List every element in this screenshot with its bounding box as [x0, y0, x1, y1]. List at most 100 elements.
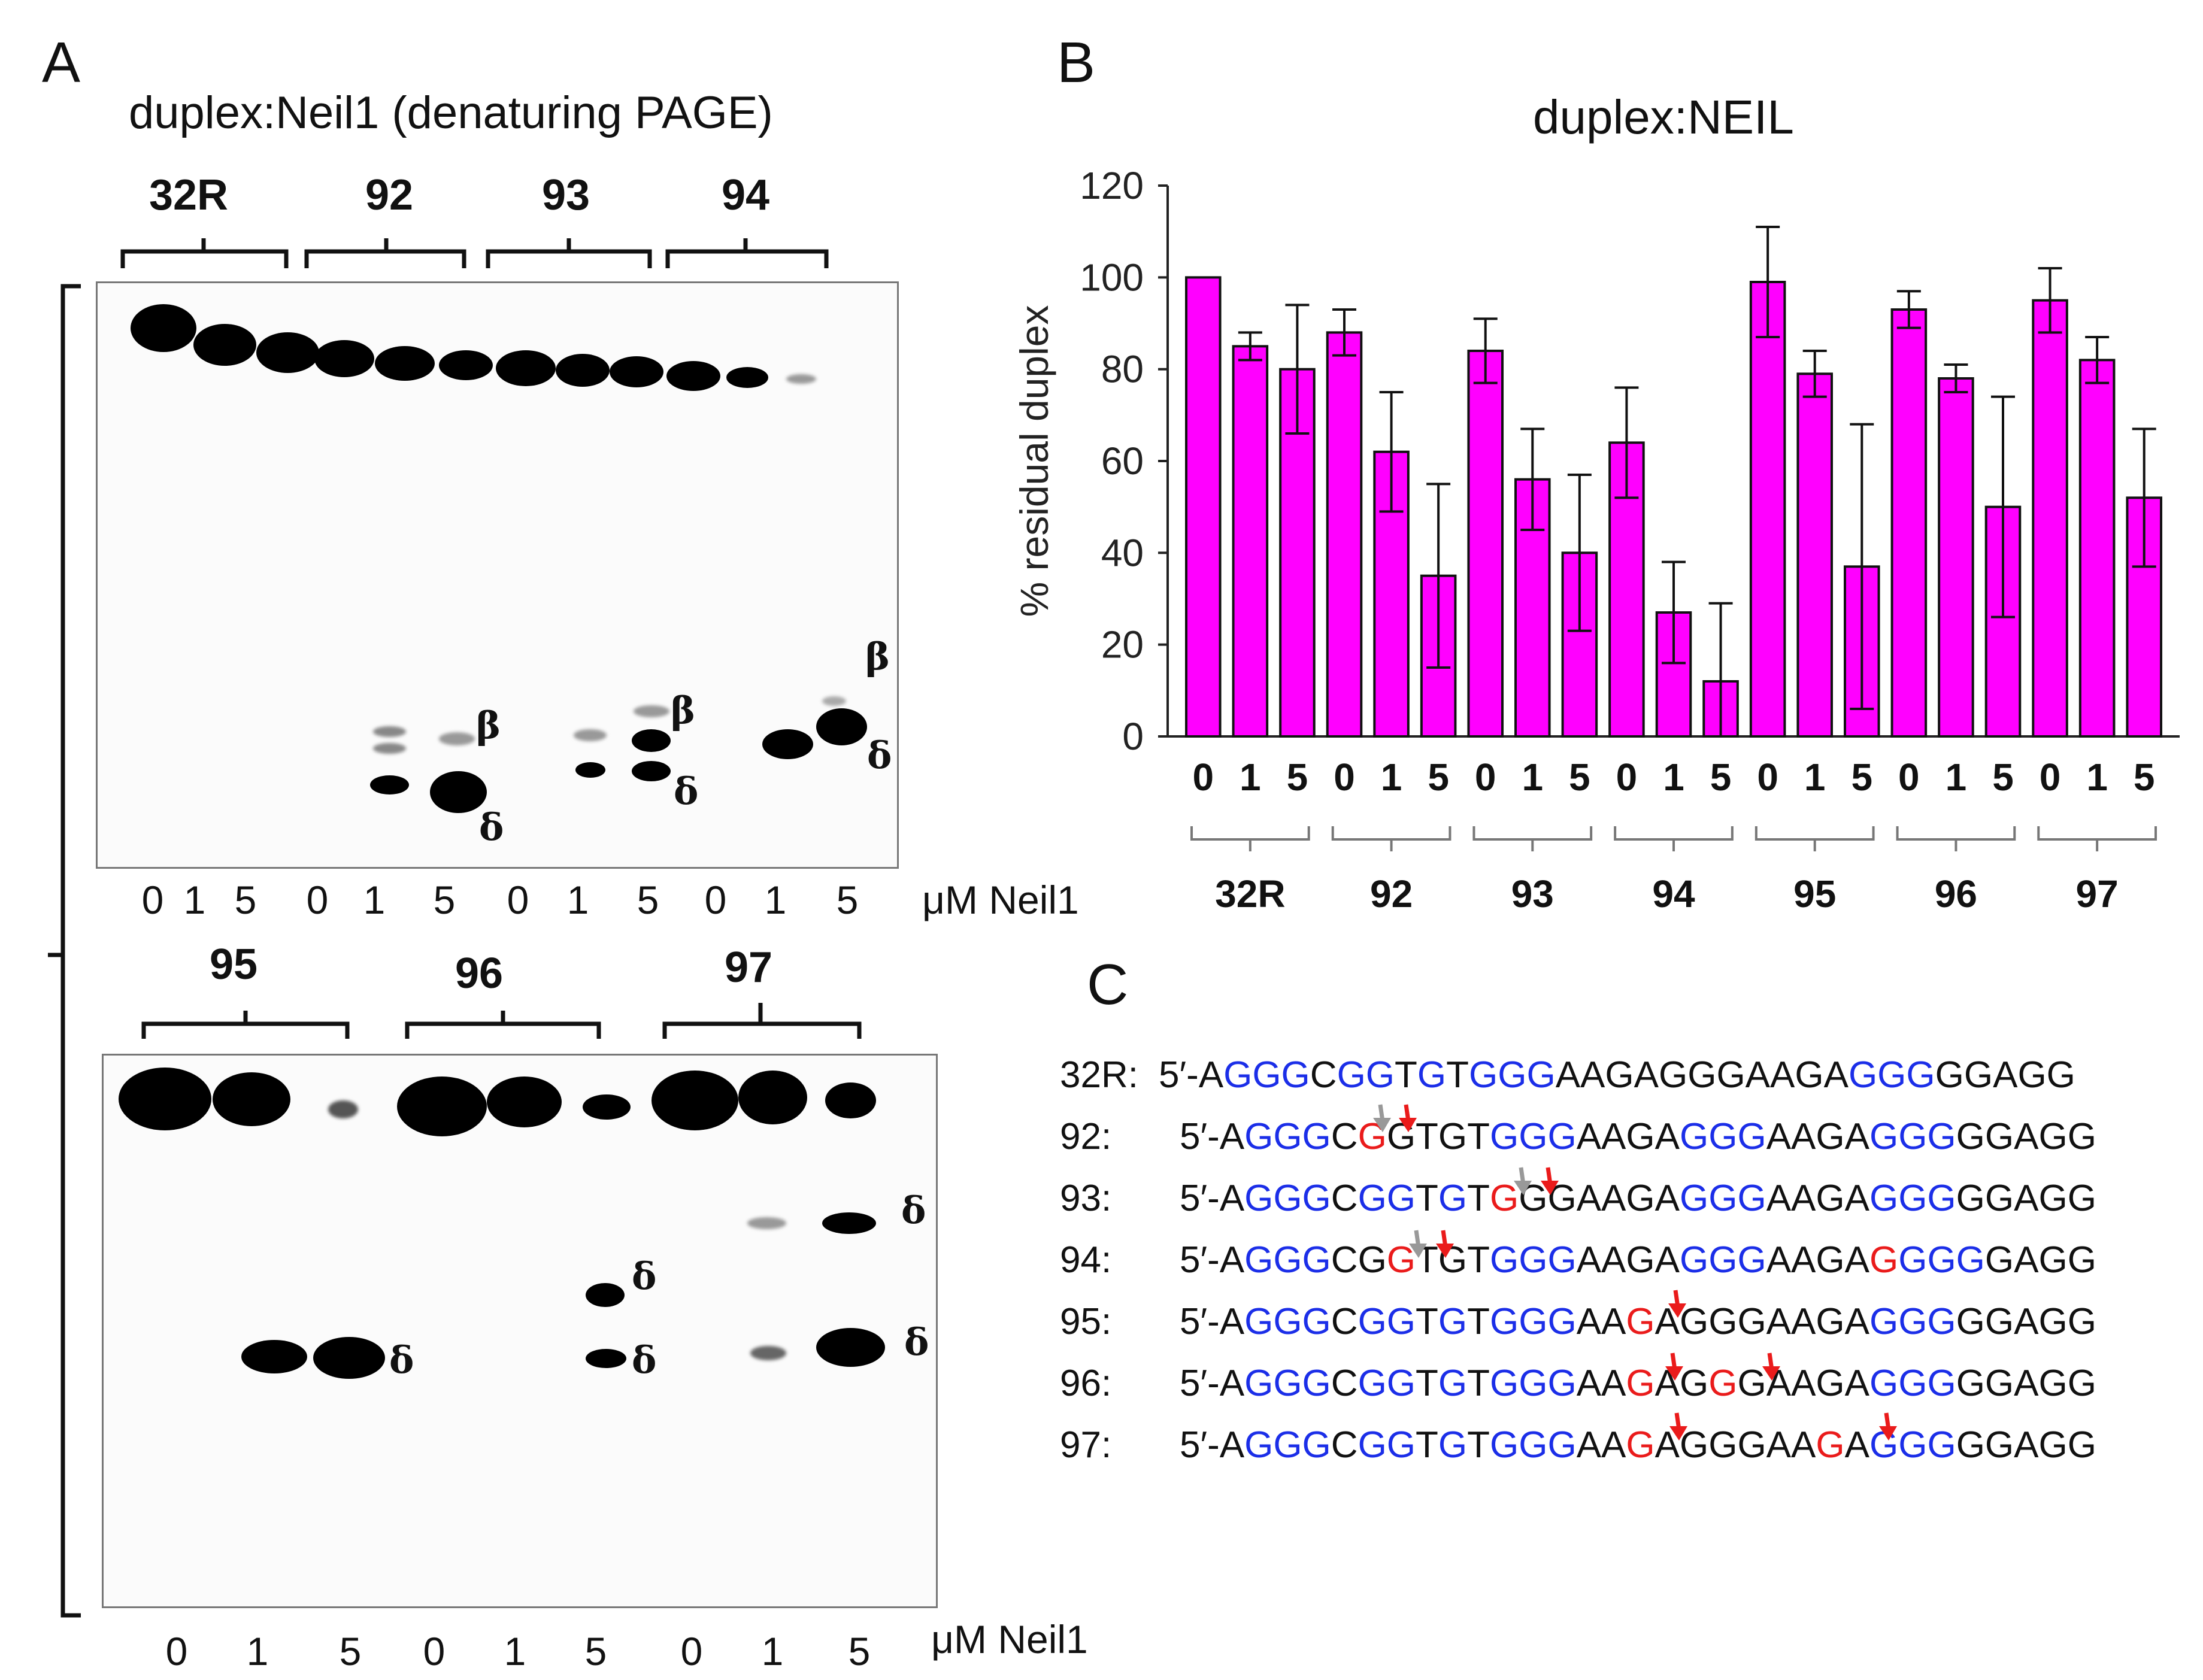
- gel-band: [586, 1349, 626, 1368]
- gel-band: [574, 729, 607, 741]
- base-run: T: [1416, 1363, 1438, 1404]
- g-run: GGG: [1869, 1301, 1956, 1342]
- x-tick-label: 0: [1334, 756, 1355, 799]
- base-run: C: [1331, 1301, 1358, 1342]
- g-run: GGG: [1244, 1116, 1331, 1157]
- base-run: 5′-A: [1180, 1301, 1245, 1342]
- band-label-delta: δ: [479, 805, 504, 849]
- lane-label: 0: [680, 1629, 703, 1673]
- panel-c-letter: C: [1087, 953, 1129, 1017]
- x-tick-label: 0: [1475, 756, 1496, 799]
- band-label-beta: β: [671, 689, 696, 732]
- lane-label: 1: [246, 1629, 269, 1673]
- base-run: GGAGG: [1935, 1054, 2075, 1096]
- base-run: 5′-A: [1180, 1178, 1245, 1219]
- x-tick-label: 5: [1851, 756, 1872, 799]
- bracket-97: [662, 1003, 862, 1039]
- lesion-base: G: [1626, 1424, 1655, 1466]
- cleavage-arrow-red: [1879, 1412, 1897, 1441]
- gel-band: [119, 1068, 211, 1130]
- band-label-beta: β: [476, 703, 501, 747]
- bar: [1890, 308, 1928, 738]
- lane-label: 1: [566, 878, 589, 922]
- y-tick-label: 60: [1101, 439, 1144, 483]
- gel-band: [762, 729, 813, 759]
- x-tick-label: 0: [1898, 756, 1920, 799]
- gel-band: [439, 732, 475, 745]
- bar: [1608, 441, 1645, 738]
- lane-label: 1: [183, 878, 206, 922]
- group-bracket: [1896, 826, 2016, 851]
- g-run: GGG: [1490, 1116, 1577, 1157]
- x-tick-label: 5: [1287, 756, 1308, 799]
- base-run: GGAGG: [1956, 1301, 2096, 1342]
- lesion-base: G: [1816, 1424, 1845, 1466]
- cleavage-arrow-gray: [1409, 1230, 1427, 1258]
- band-label-delta: δ: [389, 1338, 414, 1382]
- g-run: GGG: [1898, 1239, 1985, 1281]
- g-run: GGG: [1490, 1301, 1577, 1342]
- sequence-text: 5′-AGGGCGGTGTGGGAAGAGGGAAGAGGGGGAGG: [1180, 1177, 2096, 1220]
- gel-band: [738, 1071, 807, 1124]
- y-tick-label: 80: [1101, 348, 1144, 391]
- base-run: AA: [1576, 1424, 1626, 1466]
- group-label: 96: [1935, 872, 1977, 915]
- y-tick-label: 120: [1080, 164, 1144, 207]
- cleavage-arrow-red: [1665, 1353, 1683, 1381]
- sequence-name: 94:: [1060, 1239, 1112, 1281]
- base-run: C: [1331, 1424, 1358, 1466]
- cleavage-arrow-red: [1436, 1230, 1454, 1258]
- g-run: GGG: [1244, 1424, 1331, 1466]
- bar: [1938, 377, 1974, 738]
- x-tick-label: 0: [1757, 756, 1778, 799]
- gel-band: [370, 775, 409, 794]
- band-label-delta: δ: [901, 1188, 926, 1232]
- x-tick-label: 5: [1428, 756, 1449, 799]
- lane-label: 0: [423, 1629, 446, 1673]
- gel-bottom-sample-label: 97: [724, 944, 773, 991]
- unit-label-bottom: μM Neil1: [931, 1617, 1088, 1661]
- gel-band: [747, 1217, 786, 1229]
- gel-top-sample-label: 92: [365, 171, 414, 219]
- x-tick-label: 5: [1569, 756, 1590, 799]
- base-run: C: [1331, 1178, 1358, 1219]
- base-run: AAGAGGGAAGA: [1555, 1054, 1849, 1096]
- bracket-94: [665, 238, 829, 268]
- g-run: GGG: [1848, 1054, 1935, 1096]
- gel-band: [313, 1337, 385, 1379]
- lane-label: 5: [848, 1629, 871, 1673]
- lane-label: 0: [507, 878, 529, 922]
- cleavage-arrow-red: [1541, 1167, 1559, 1195]
- gel-band: [651, 1071, 738, 1130]
- base-run: GGAGG: [1956, 1116, 2096, 1157]
- lane-label: 0: [165, 1629, 188, 1673]
- gel-band: [816, 1328, 885, 1367]
- lesion-base: G: [1490, 1178, 1519, 1219]
- group-label: 93: [1511, 872, 1554, 915]
- g-run: GG: [1357, 1178, 1416, 1219]
- base-run: AAGA: [1576, 1239, 1680, 1281]
- base-run: C: [1331, 1116, 1358, 1157]
- base-run: GGAGG: [1956, 1178, 2096, 1219]
- gel-band: [610, 356, 663, 387]
- x-tick-label: 1: [1381, 756, 1402, 799]
- base-run: T: [1467, 1363, 1490, 1404]
- y-tick-label: 100: [1080, 256, 1144, 299]
- base-run: 5′-A: [1180, 1116, 1245, 1157]
- gel-image-bottom: [102, 1054, 938, 1608]
- lane-label: 5: [433, 878, 456, 922]
- gel-band: [314, 340, 374, 377]
- gel-top-sample-label: 32R: [149, 171, 229, 219]
- panel-b-letter: B: [1057, 31, 1096, 95]
- g-run: GGG: [1869, 1116, 1956, 1157]
- sequence-name: 93:: [1060, 1178, 1112, 1219]
- lane-label: 5: [584, 1629, 607, 1673]
- gel-band: [131, 304, 196, 352]
- base-run: T: [1467, 1178, 1490, 1219]
- gel-band: [213, 1072, 290, 1126]
- lane-label: 5: [637, 878, 659, 922]
- base-run: T: [1416, 1424, 1438, 1466]
- sequence-name: 95:: [1060, 1301, 1112, 1342]
